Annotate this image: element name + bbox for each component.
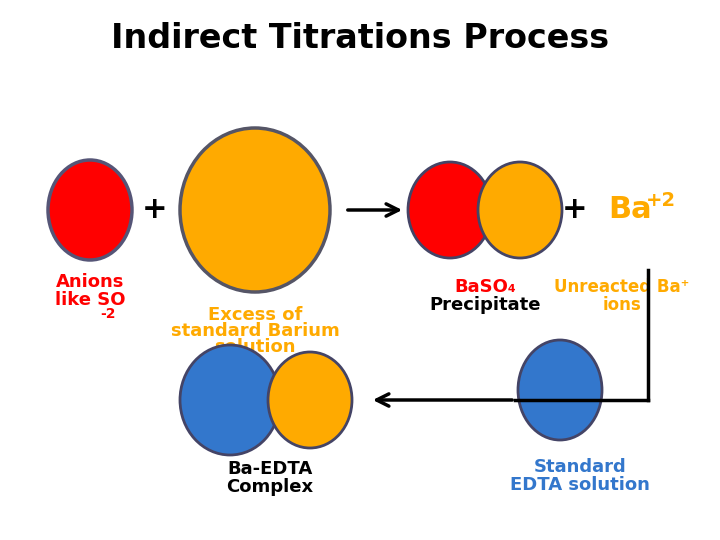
- Text: standard Barium: standard Barium: [171, 322, 339, 340]
- Text: Excess of: Excess of: [208, 306, 302, 324]
- Text: EDTA solution: EDTA solution: [510, 476, 650, 494]
- Text: like SO: like SO: [55, 291, 125, 309]
- Text: ions: ions: [603, 296, 642, 314]
- Text: Standard: Standard: [534, 458, 626, 476]
- Text: Ba: Ba: [608, 195, 652, 225]
- Bar: [232, 393, 308, 399]
- Text: +: +: [142, 195, 168, 225]
- Ellipse shape: [478, 162, 562, 258]
- Text: +2: +2: [646, 191, 676, 210]
- Text: +: +: [562, 195, 588, 225]
- Text: Precipitate: Precipitate: [429, 296, 541, 314]
- Bar: [450, 202, 520, 218]
- Text: -2: -2: [100, 307, 116, 321]
- Text: BaSO₄: BaSO₄: [454, 278, 516, 296]
- Ellipse shape: [518, 340, 602, 440]
- Ellipse shape: [180, 345, 280, 455]
- Text: Ba-EDTA: Ba-EDTA: [228, 460, 312, 478]
- Ellipse shape: [48, 160, 132, 260]
- Text: solution: solution: [215, 338, 296, 356]
- Text: Complex: Complex: [226, 478, 314, 496]
- Ellipse shape: [180, 128, 330, 292]
- Ellipse shape: [408, 162, 492, 258]
- Ellipse shape: [268, 352, 352, 448]
- Text: Unreacted Ba⁺: Unreacted Ba⁺: [554, 278, 690, 296]
- Bar: [232, 403, 308, 409]
- Text: Indirect Titrations Process: Indirect Titrations Process: [111, 22, 609, 55]
- Text: Anions: Anions: [56, 273, 124, 291]
